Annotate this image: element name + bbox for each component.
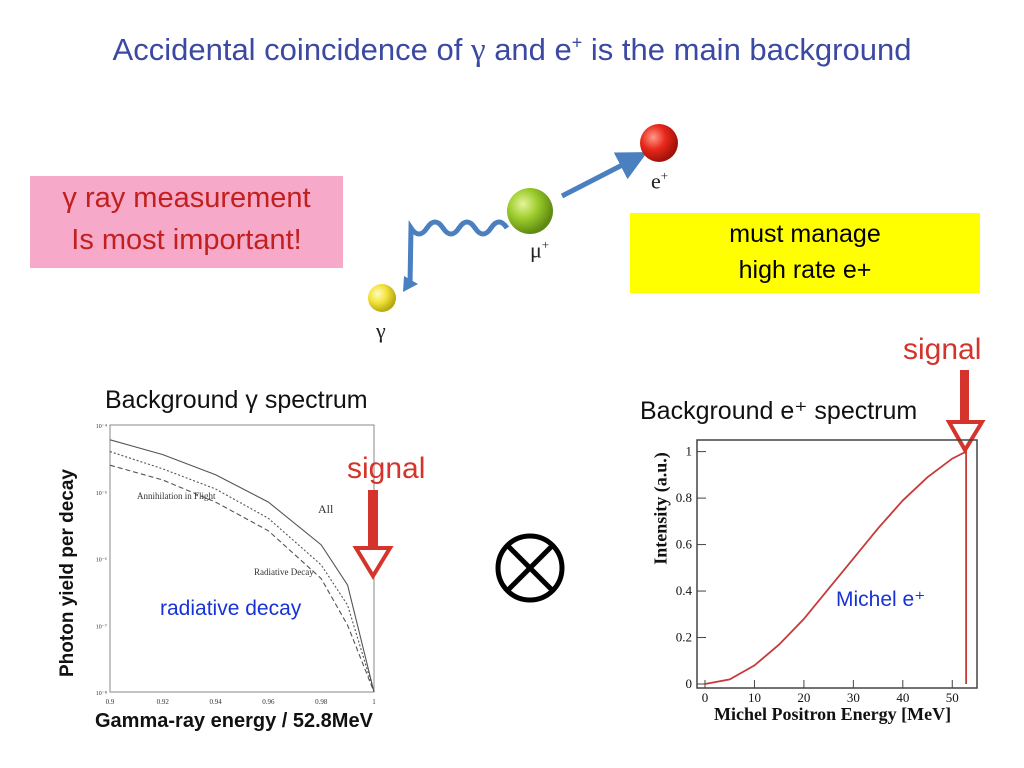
right-signal-label: signal [903, 333, 982, 366]
gamma-importance-line1: γ ray measurement [62, 182, 311, 214]
radiative-decay-note: radiative decay [160, 597, 302, 620]
right-ytick-label: 1 [686, 444, 693, 459]
right-xtick-label: 20 [797, 690, 810, 705]
left-plot-xlabel: Gamma-ray energy / 52.8MeV [95, 710, 373, 732]
positron-ball [640, 124, 678, 162]
right-xtick-label: 0 [702, 690, 709, 705]
rate-line1: must manage [729, 220, 881, 248]
right-xtick-label: 10 [748, 690, 761, 705]
left-xtick-label: 0.94 [209, 698, 222, 706]
right-plot-xlabel: Michel Positron Energy [MeV] [714, 704, 952, 724]
photon-arrowhead [403, 276, 418, 292]
photon-wave [407, 219, 510, 285]
left-xtick-label: 0.9 [106, 698, 115, 706]
left-xtick-label: 0.92 [157, 698, 170, 706]
left-plot-title: Background γ spectrum [105, 386, 368, 414]
positron-label: e+ [651, 168, 669, 194]
right-xtick-label: 30 [847, 690, 860, 705]
left-ytick-label: 10⁻⁴ [96, 424, 107, 430]
michel-note: Michel e⁺ [836, 588, 926, 611]
left-ytick-label: 10⁻⁶ [96, 558, 107, 564]
gamma-importance-box: γ ray measurement Is most important! [30, 176, 343, 268]
left-xtick-label: 0.96 [262, 698, 275, 706]
right-xtick-label: 50 [946, 690, 959, 705]
left-series-line [109, 464, 375, 693]
left-xtick-label: 0.98 [315, 698, 328, 706]
michel-series-line [704, 450, 968, 685]
right-plot-frame [696, 439, 978, 689]
left-series-line [109, 451, 375, 693]
all-label: All [318, 502, 334, 516]
right-ytick-label: 0.2 [676, 630, 692, 645]
annihilation-label: Annihilation in Flight [137, 491, 216, 501]
right-plot-ylabel: Intensity (a.u.) [650, 452, 671, 565]
right-ytick-label: 0.4 [676, 583, 693, 598]
left-ytick-label: 10⁻⁷ [96, 624, 107, 630]
left-ytick-label: 10⁻⁵ [96, 491, 107, 497]
gamma-importance-line2: Is most important! [71, 224, 302, 256]
right-ytick-label: 0.6 [676, 537, 693, 552]
right-ytick-label: 0 [686, 676, 693, 691]
right-signal-arrow [945, 370, 986, 454]
radiative-label: Radiative Decay [254, 567, 314, 577]
right-plot-title: Background e⁺ spectrum [640, 397, 918, 425]
right-xtick-label: 40 [896, 690, 909, 705]
muon-ball [507, 188, 553, 234]
left-xtick-label: 1 [372, 698, 376, 706]
slide-title: Accidental coincidence of γ and e+ is th… [112, 32, 912, 68]
convolution-operator-icon [495, 533, 565, 603]
left-signal-arrow [352, 490, 394, 580]
muon-label: μ+ [530, 237, 550, 263]
rate-box: must manage high rate e+ [630, 213, 980, 293]
positron-arrow [560, 152, 648, 199]
rate-line2: high rate e+ [738, 256, 872, 284]
gamma-ball [368, 284, 396, 312]
gamma-label: γ [376, 318, 386, 343]
left-series-line [109, 439, 375, 693]
left-signal-label: signal [347, 452, 426, 485]
left-ytick-label: 10⁻⁸ [96, 691, 107, 697]
right-ytick-label: 0.8 [676, 490, 692, 505]
